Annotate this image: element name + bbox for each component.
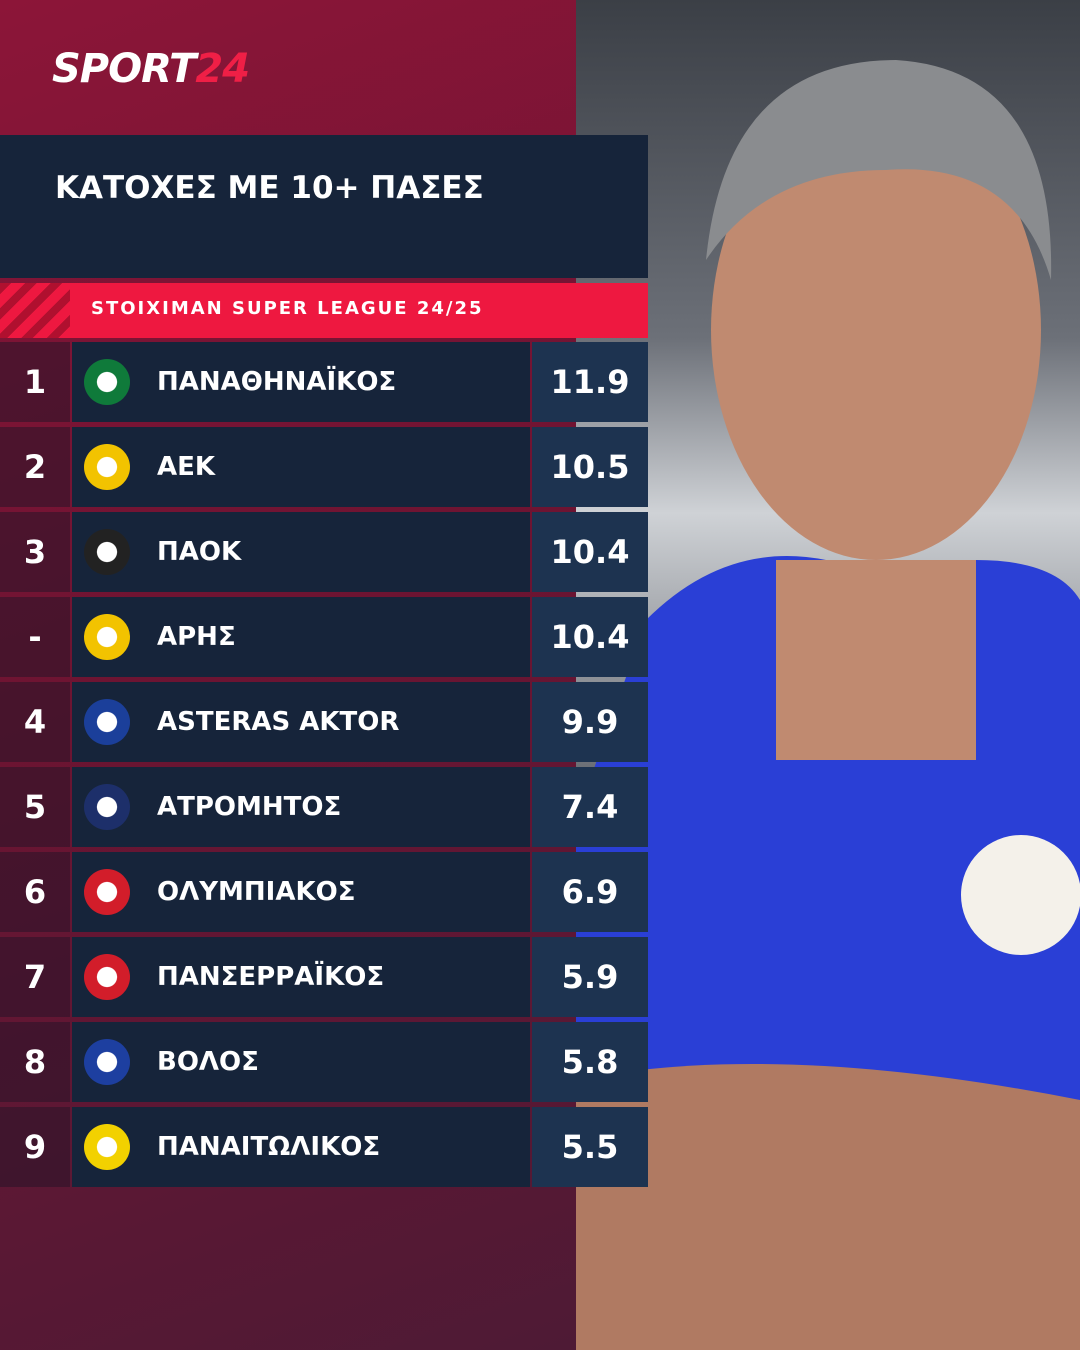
neck — [776, 560, 976, 760]
team-crest — [84, 784, 130, 830]
rank: - — [0, 597, 70, 677]
team-cell — [72, 937, 530, 1017]
arms — [576, 1064, 1080, 1350]
team-name: ΑΡΗΣ — [157, 622, 236, 652]
team-cell — [72, 1107, 530, 1187]
stripes — [0, 283, 70, 338]
value: 7.4 — [532, 767, 648, 847]
team-crest — [84, 614, 130, 660]
team-crest — [84, 444, 130, 490]
value: 5.8 — [532, 1022, 648, 1102]
team-cell — [72, 852, 530, 932]
header-box — [0, 135, 648, 278]
coach-photo — [576, 0, 1080, 1350]
team-cell — [72, 597, 530, 677]
team-cell — [72, 342, 530, 422]
team-crest — [84, 359, 130, 405]
value: 5.5 — [532, 1107, 648, 1187]
team-name: ΠΑΟΚ — [157, 537, 242, 567]
rank: 6 — [0, 852, 70, 932]
rank: 3 — [0, 512, 70, 592]
value: 10.4 — [532, 597, 648, 677]
team-crest — [84, 529, 130, 575]
rank: 5 — [0, 767, 70, 847]
team-cell — [72, 512, 530, 592]
team-name: ΠΑΝΑΘΗΝΑΪΚΟΣ — [157, 367, 397, 397]
badge — [961, 835, 1080, 955]
league-label: STOIXIMAN SUPER LEAGUE 24/25 — [91, 298, 484, 319]
team-name: ΒΟΛΟΣ — [157, 1047, 259, 1077]
team-crest — [84, 699, 130, 745]
team-name: ASTERAS AKTOR — [157, 707, 400, 737]
team-name: ΟΛΥΜΠΙΑΚΟΣ — [157, 877, 356, 907]
value: 6.9 — [532, 852, 648, 932]
team-cell — [72, 427, 530, 507]
value: 11.9 — [532, 342, 648, 422]
rank: 7 — [0, 937, 70, 1017]
value: 9.9 — [532, 682, 648, 762]
rank: 4 — [0, 682, 70, 762]
team-crest — [84, 1039, 130, 1085]
team-name: ΑΕΚ — [157, 452, 216, 482]
rank: 8 — [0, 1022, 70, 1102]
logo-main: SPORT — [52, 46, 196, 92]
rank: 1 — [0, 342, 70, 422]
logo: SPORT24 — [52, 46, 250, 92]
hair — [706, 60, 1052, 280]
team-name: ΠΑΝΑΙΤΩΛΙΚΟΣ — [157, 1132, 381, 1162]
rank: 9 — [0, 1107, 70, 1187]
rank: 2 — [0, 427, 70, 507]
team-name: ΠΑΝΣΕΡΡΑΪΚΟΣ — [157, 962, 385, 992]
head — [711, 100, 1041, 560]
team-crest — [84, 869, 130, 915]
league-bar — [0, 283, 648, 338]
team-cell — [72, 1022, 530, 1102]
value: 5.9 — [532, 937, 648, 1017]
value: 10.4 — [532, 512, 648, 592]
value: 10.5 — [532, 427, 648, 507]
team-crest — [84, 954, 130, 1000]
team-crest — [84, 1124, 130, 1170]
logo-accent: 24 — [195, 46, 250, 92]
team-cell — [72, 682, 530, 762]
team-name: ΑΤΡΟΜΗΤΟΣ — [157, 792, 342, 822]
team-cell — [72, 767, 530, 847]
photo-illustration — [576, 60, 1080, 1350]
title: ΚΑΤΟΧΕΣ ΜΕ 10+ ΠΑΣΕΣ — [55, 170, 484, 206]
